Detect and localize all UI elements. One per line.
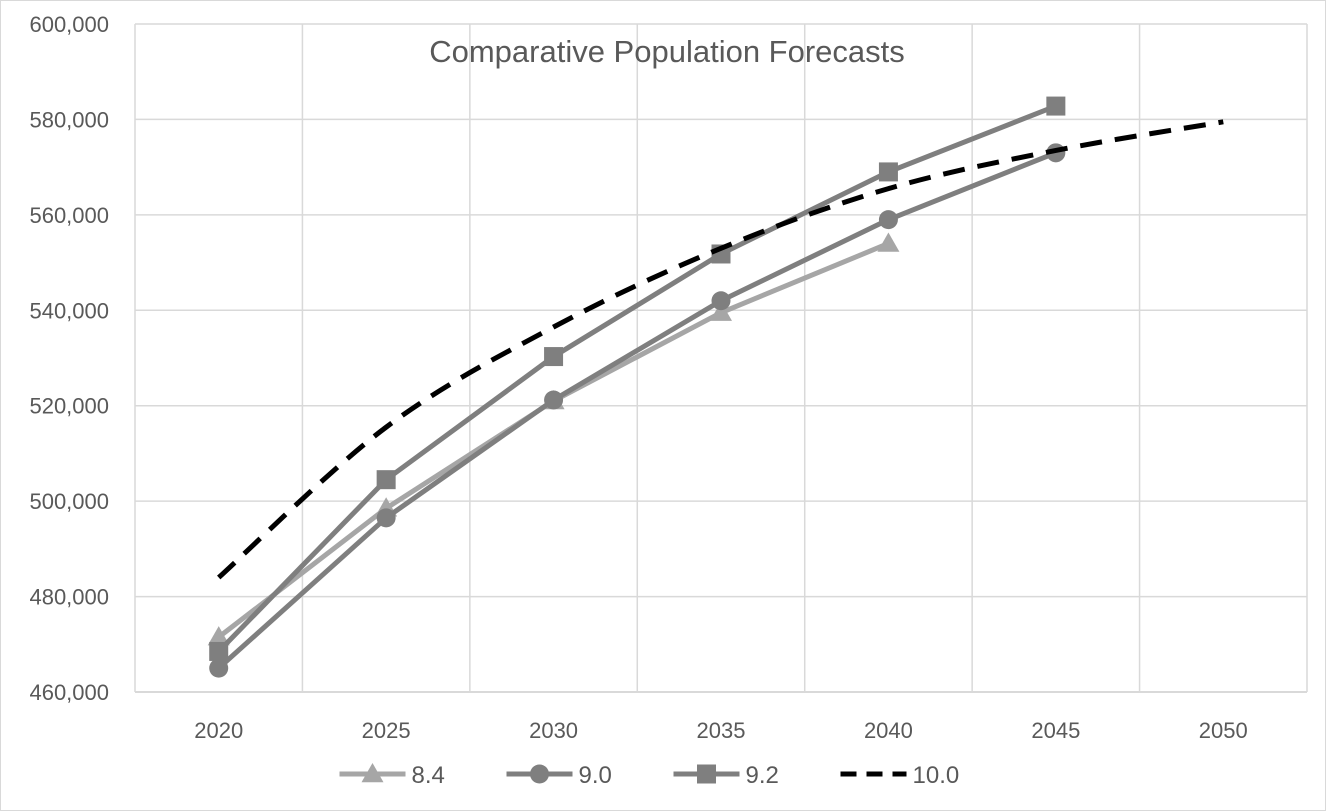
legend-item: 9.0 — [506, 762, 612, 789]
y-tick-label: 600,000 — [29, 12, 109, 37]
series-9-0 — [209, 143, 1066, 678]
x-tick-label: 2045 — [1031, 718, 1080, 743]
y-tick-label: 540,000 — [29, 298, 109, 323]
data-point — [710, 301, 732, 321]
data-point — [209, 658, 229, 678]
legend-marker — [530, 764, 549, 784]
data-point — [878, 210, 898, 230]
gridlines — [134, 23, 1308, 692]
data-point — [544, 390, 564, 410]
y-tick-label: 580,000 — [29, 107, 109, 132]
data-point — [878, 162, 898, 182]
y-tick-label: 480,000 — [29, 585, 109, 610]
legend-item: 9.2 — [673, 762, 779, 789]
chart-title: Comparative Population Forecasts — [429, 34, 905, 69]
data-point — [877, 232, 900, 252]
legend: 8.4 9.0 9.2 10.0 — [339, 762, 960, 789]
x-tick-label: 2030 — [529, 718, 578, 743]
data-point — [1046, 96, 1066, 116]
data-point — [207, 626, 230, 646]
x-tick-label: 2025 — [362, 718, 411, 743]
legend-item: 8.4 — [339, 762, 445, 789]
legend-label: 8.4 — [412, 762, 445, 789]
x-tick-label: 2040 — [864, 718, 913, 743]
series-line — [216, 103, 1059, 654]
x-tick-label: 2050 — [1199, 718, 1248, 743]
series-line — [216, 150, 1059, 671]
data-point — [544, 347, 564, 367]
series-line — [217, 119, 1224, 580]
legend-marker — [697, 764, 716, 784]
data-point — [711, 291, 731, 311]
axes: 460,000 480,000 500,000 520,000 540,000 560,0… — [29, 12, 1307, 743]
legend-label: 10.0 — [913, 762, 960, 789]
series-9-2 — [209, 96, 1066, 661]
x-tick-label: 2020 — [194, 718, 243, 743]
series-10-0 — [217, 119, 1224, 580]
data-point — [376, 508, 396, 528]
legend-label: 9.0 — [579, 762, 612, 789]
legend-marker — [361, 763, 384, 783]
y-tick-label: 520,000 — [29, 394, 109, 419]
y-tick-label: 460,000 — [29, 680, 109, 705]
data-point — [209, 641, 229, 661]
legend-label: 9.2 — [746, 762, 779, 789]
series-layer — [207, 96, 1224, 678]
y-tick-label: 560,000 — [29, 203, 109, 228]
y-tick-label: 500,000 — [29, 489, 109, 514]
legend-item: 10.0 — [840, 762, 960, 789]
data-point — [376, 470, 396, 490]
x-tick-label: 2035 — [697, 718, 746, 743]
